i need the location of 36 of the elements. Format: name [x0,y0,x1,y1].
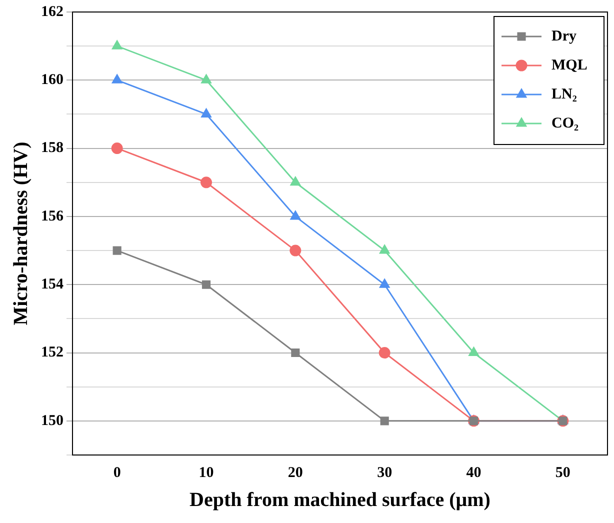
point [112,246,122,255]
y-tick-label: 152 [41,344,64,361]
point [378,347,390,359]
point [291,348,300,358]
point [290,244,302,256]
point [200,176,212,188]
y-axis-title: Micro-hardness (HV) [10,142,32,326]
y-tick-label: 154 [41,276,64,292]
point [112,40,122,50]
point [290,210,300,220]
legend-label: LN₂ [552,86,578,102]
point [290,176,300,186]
y-tick-label: 150 [41,412,64,429]
x-tick-label: 20 [288,464,303,481]
y-tick-label: 160 [41,72,64,88]
point [380,416,389,426]
y-tick-label: 162 [41,4,64,20]
point [201,74,212,84]
x-tick-label: 50 [555,464,570,481]
y-tick-label: 158 [41,140,64,156]
x-tick-label: 10 [198,464,214,481]
legend-label: Dry [552,28,577,44]
point [111,142,123,154]
point [380,278,390,288]
point [380,244,390,254]
legend-label: CO₂ [552,115,579,132]
point [112,74,122,84]
point [468,347,479,356]
x-axis-title: Depth from machined surface (μm) [190,489,490,512]
x-tick-label: 0 [113,464,121,481]
y-tick-label: 156 [41,208,64,224]
x-tick-label: 40 [466,464,482,481]
x-tick-label: 30 [377,464,392,481]
point [202,280,211,289]
point [201,108,212,118]
legend-label: MQL [552,57,588,74]
